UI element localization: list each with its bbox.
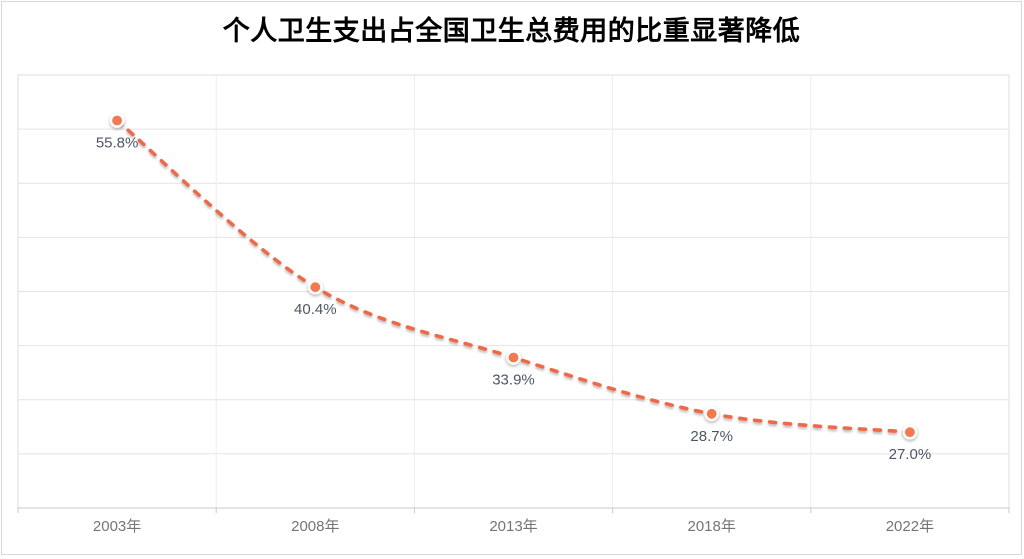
data-point-marker [905,427,915,437]
data-point-label: 28.7% [690,428,733,445]
x-axis-label: 2013年 [489,518,537,535]
data-point-marker [112,116,122,126]
x-axis-labels: 2003年 2008年 2013年 2018年 2022年 [93,518,934,535]
x-axis-label: 2018年 [688,518,736,535]
data-point-marker [310,282,320,292]
data-point-label: 40.4% [294,301,337,318]
data-point-markers [110,113,917,439]
x-axis-label: 2008年 [291,518,339,535]
data-point-labels: 55.8% 40.4% 33.9% 28.7% 27.0% [96,135,931,464]
x-axis-label: 2022年 [886,518,934,535]
x-axis-ticks [18,508,1009,513]
data-point-marker [509,353,519,363]
horizontal-gridlines [18,129,1009,454]
data-point-label: 33.9% [492,372,535,389]
data-point-label: 55.8% [96,135,139,152]
x-axis-label: 2003年 [93,518,141,535]
data-point-label: 27.0% [889,446,932,463]
data-point-marker [707,409,717,419]
